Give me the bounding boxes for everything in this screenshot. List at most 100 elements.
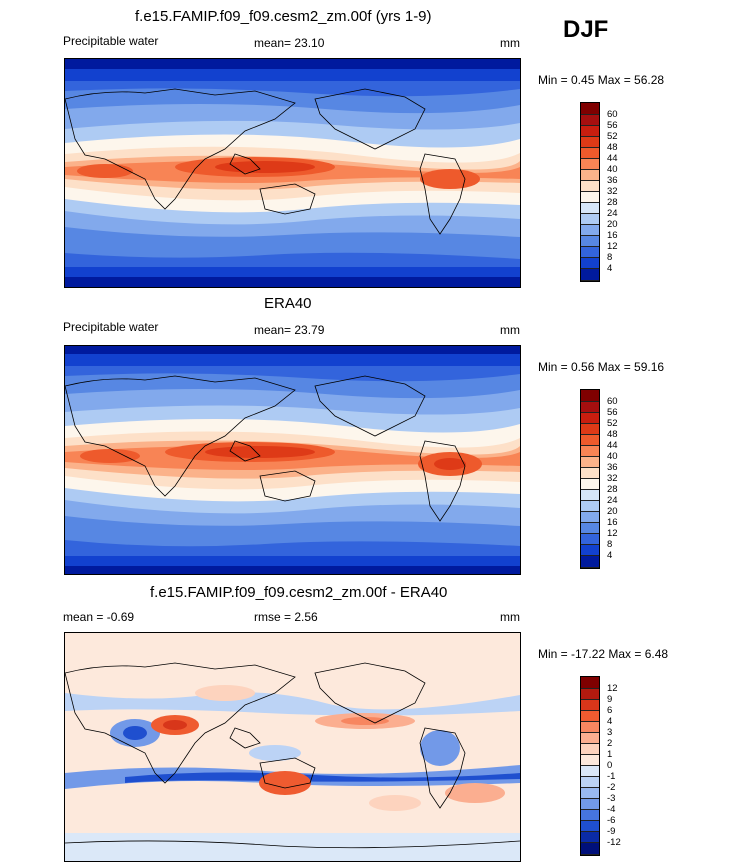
panel3-map-svg [65,633,520,861]
panel3-cbar-label: 6 [607,705,613,716]
panel3-mean-label: mean = -0.69 [63,610,135,624]
panel2-cbar-swatch [581,523,599,534]
panel2-cbar-swatch [581,512,599,523]
panel1-map-svg [65,59,520,287]
panel3-cbar-label: -4 [607,804,616,815]
panel3-cbar-label: -9 [607,826,616,837]
panel2-cbar-label: 36 [607,462,618,473]
panel3-cbar-label: 0 [607,760,613,771]
panel3-cbar-swatch [581,777,599,788]
panel2-cbar-swatch [581,468,599,479]
panel1-cbar-swatch [581,103,599,115]
panel2-cbar-swatch [581,457,599,468]
panel3-cbar-swatch [581,733,599,744]
panel1-cbar-swatch [581,236,599,247]
panel2-map-svg [65,346,520,574]
panel1-cbar-label: 28 [607,197,618,208]
panel2-cbar-label: 16 [607,517,618,528]
panel3-cbar-label: -1 [607,771,616,782]
panel3-cbar-swatch [581,722,599,733]
panel3-cbar-label: -12 [607,837,621,848]
panel1-cbar-swatch [581,214,599,225]
panel2-cbar-swatch [581,479,599,490]
panel2-cbar-label: 40 [607,451,618,462]
panel2-cbar-label: 56 [607,407,618,418]
panel2-cbar-label: 28 [607,484,618,495]
panel2-map [64,345,521,575]
panel2-cbar-swatch [581,435,599,446]
panel1-cbar-swatch [581,159,599,170]
panel1-cbar-swatch [581,170,599,181]
panel1-cbar-swatch [581,148,599,159]
panel1-cbar-label: 60 [607,109,618,120]
panel3-units-label: mm [500,610,520,624]
panel3-cbar-swatch [581,788,599,799]
panel2-cbar-swatch [581,534,599,545]
panel2-cbar-swatch [581,545,599,556]
panel2-cbar-swatch [581,413,599,424]
panel1-cbar-label: 24 [607,208,618,219]
panel1-cbar-swatch [581,269,599,281]
panel1-cbar-swatch [581,192,599,203]
panel3-cbar-label: 2 [607,738,613,749]
panel2-cbar-swatch [581,556,599,568]
panel1-cbar-label: 52 [607,131,618,142]
panel1-cbar-label: 12 [607,241,618,252]
panel1-cbar-swatch [581,115,599,126]
panel2-title: ERA40 [264,295,312,312]
panel2-cbar-label: 48 [607,429,618,440]
panel3-cbar-swatch [581,766,599,777]
panel3-cbar-label: -6 [607,815,616,826]
panel1-cbar-swatch [581,137,599,148]
panel3-rmse-label: rmse = 2.56 [254,610,318,624]
season-label: DJF [563,16,609,43]
panel3-cbar-swatch [581,832,599,843]
panel2-minmax: Min = 0.56 Max = 59.16 [538,360,665,374]
panel3-cbar-swatch [581,711,599,722]
panel1-colorbar: 60 56 52 48 44 40 36 32 28 24 20 16 12 8… [580,102,618,282]
panel1-cbar-label: 4 [607,263,613,274]
panel3-cbar-swatch [581,821,599,832]
panel1-cbar-label: 44 [607,153,618,164]
panel2-left-label: Precipitable water [63,320,159,334]
panel1-cbar-label: 40 [607,164,618,175]
panel3-cbar-label: 3 [607,727,613,738]
panel2-colorbar: 60 56 52 48 44 40 36 32 28 24 20 16 12 8… [580,389,618,569]
panel3-colorbar: 12 9 6 4 3 2 1 0 -1 -2 -3 -4 -6 -9 -12 [580,676,621,856]
panel1-cbar-swatch [581,258,599,269]
panel1-cbar-label: 8 [607,252,613,263]
panel2-cbar-swatch [581,424,599,435]
panel1-cbar-label: 32 [607,186,618,197]
panel1-title: f.e15.FAMIP.f09_f09.cesm2_zm.00f (yrs 1-… [135,8,432,25]
panel1-mean-label: mean= 23.10 [254,36,325,50]
panel3-cbar-swatch [581,755,599,766]
panel2-cbar-label: 12 [607,528,618,539]
panel1-left-label: Precipitable water [63,34,159,48]
panel2-cbar-label: 20 [607,506,618,517]
panel1-cbar-swatch [581,126,599,137]
panel3-cbar-label: -2 [607,782,616,793]
panel1-cbar-label: 36 [607,175,618,186]
panel3-cbar-label: 4 [607,716,613,727]
panel3-title: f.e15.FAMIP.f09_f09.cesm2_zm.00f - ERA40 [150,584,448,601]
panel2-cbar-swatch [581,402,599,413]
panel2-cbar-label: 24 [607,495,618,506]
panel1-cbar-label: 20 [607,219,618,230]
panel2-cbar-swatch [581,490,599,501]
panel3-cbar-label: 12 [607,683,618,694]
panel2-cbar-label: 52 [607,418,618,429]
panel2-cbar-swatch [581,390,599,402]
panel1-cbar-swatch [581,225,599,236]
panel1-cbar-label: 56 [607,120,618,131]
panel3-cbar-swatch [581,843,599,855]
panel3-map [64,632,521,862]
panel3-cbar-swatch [581,744,599,755]
panel2-mean-label: mean= 23.79 [254,323,325,337]
panel2-cbar-label: 44 [607,440,618,451]
panel2-cbar-label: 8 [607,539,613,550]
panel3-cbar-swatch [581,799,599,810]
panel3-cbar-swatch [581,677,599,689]
panel1-units-label: mm [500,36,520,50]
panel3-cbar-label: -3 [607,793,616,804]
panel2-units-label: mm [500,323,520,337]
